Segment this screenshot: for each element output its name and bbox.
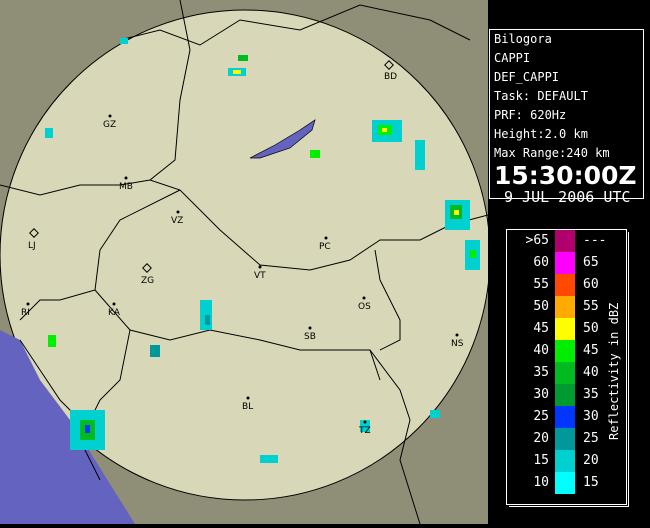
city-label: SB xyxy=(304,332,316,342)
legend-high: --- xyxy=(583,233,607,248)
city-label: OS xyxy=(358,302,371,312)
legend-low: 50 xyxy=(533,299,549,314)
legend-high: 25 xyxy=(583,431,599,446)
legend-high: 30 xyxy=(583,409,599,424)
legend-swatch xyxy=(555,230,575,252)
legend-row: 35 40 xyxy=(507,362,626,384)
legend-high: 40 xyxy=(583,365,599,380)
site-name: Bilogora xyxy=(494,32,552,46)
legend-swatch xyxy=(555,384,575,406)
max-range: Max Range:240 km xyxy=(494,146,610,160)
legend-low: >65 xyxy=(525,233,549,248)
radar-map-canvas xyxy=(0,0,491,525)
radar-map: BD GZ MB VZ LJ PC ZG VT RI KA OS NS SB B… xyxy=(0,0,491,525)
legend-swatch xyxy=(555,318,575,340)
task: Task: DEFAULT xyxy=(494,89,588,103)
adriatic-sea xyxy=(0,330,135,524)
city-label: NS xyxy=(451,339,464,349)
legend-high: 65 xyxy=(583,255,599,270)
legend-low: 60 xyxy=(533,255,549,270)
date: 9 JUL 2006 UTC xyxy=(504,188,631,206)
legend-swatch xyxy=(555,252,575,274)
legend-low: 20 xyxy=(533,431,549,446)
legend-low: 30 xyxy=(533,387,549,402)
city-label: BD xyxy=(384,72,398,82)
height: Height:2.0 km xyxy=(494,127,588,141)
lake-balaton xyxy=(249,119,316,159)
legend-low: 35 xyxy=(533,365,549,380)
city-label: ZG xyxy=(141,276,155,286)
legend-high: 55 xyxy=(583,299,599,314)
legend-shadow xyxy=(509,232,629,507)
legend-high: 35 xyxy=(583,387,599,402)
legend-title: Reflectivity in dBZ xyxy=(607,302,621,440)
city-label: RI xyxy=(21,308,30,318)
product-name: DEF_CAPPI xyxy=(494,70,560,84)
legend-low: 25 xyxy=(533,409,549,424)
legend-row: 50 55 xyxy=(507,296,626,318)
borders xyxy=(0,0,489,525)
legend-row: 15 20 xyxy=(507,450,626,472)
city-label: PC xyxy=(319,242,331,252)
legend-row: 25 30 xyxy=(507,406,626,428)
legend-row: 20 25 xyxy=(507,428,626,450)
legend-high: 20 xyxy=(583,453,599,468)
legend-swatch xyxy=(555,362,575,384)
legend-swatch xyxy=(555,406,575,428)
legend-low: 15 xyxy=(533,453,549,468)
legend-row: 45 50 xyxy=(507,318,626,340)
legend-high: 45 xyxy=(583,343,599,358)
legend-swatch xyxy=(555,274,575,296)
product-type: CAPPI xyxy=(494,51,531,65)
legend-swatch xyxy=(555,340,575,362)
legend-low: 45 xyxy=(533,321,549,336)
legend-swatch xyxy=(555,472,575,494)
time: 15:30:00Z xyxy=(494,161,637,190)
legend-row: 30 35 xyxy=(507,384,626,406)
color-legend: >65 --- 60 65 55 60 50 55 45 50 40 45 35 40 30 35 25 30 20… xyxy=(506,229,627,505)
city-label: BL xyxy=(242,402,254,412)
legend-low: 40 xyxy=(533,343,549,358)
city-label: LJ xyxy=(28,241,36,251)
legend-low: 10 xyxy=(533,475,549,490)
city-label: MB xyxy=(119,182,133,192)
legend-high: 60 xyxy=(583,277,599,292)
legend-swatch xyxy=(555,296,575,318)
legend-swatch xyxy=(555,450,575,472)
legend-low: 55 xyxy=(533,277,549,292)
legend-high: 50 xyxy=(583,321,599,336)
legend-row: >65 --- xyxy=(507,230,626,252)
legend-row: 60 65 xyxy=(507,252,626,274)
legend-high: 15 xyxy=(583,475,599,490)
legend-row: 55 60 xyxy=(507,274,626,296)
legend-swatch xyxy=(555,428,575,450)
city-markers xyxy=(26,60,459,424)
city-label: TZ xyxy=(359,426,371,436)
city-label: VZ xyxy=(171,216,184,226)
prf: PRF: 620Hz xyxy=(494,108,567,122)
city-label: GZ xyxy=(103,120,117,130)
city-label: KA xyxy=(108,308,120,318)
info-panel: Bilogora CAPPI DEF_CAPPI Task: DEFAULT P… xyxy=(489,29,644,205)
radar-echoes xyxy=(45,38,480,463)
legend-row: 10 15 xyxy=(507,472,626,494)
legend-row: 40 45 xyxy=(507,340,626,362)
city-label: VT xyxy=(254,271,266,281)
